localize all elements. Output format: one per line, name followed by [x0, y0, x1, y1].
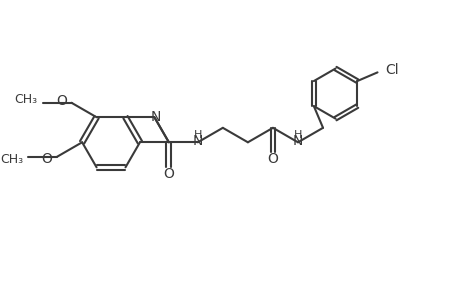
Text: O: O: [41, 152, 52, 166]
Text: N: N: [150, 110, 160, 124]
Text: H: H: [193, 130, 202, 140]
Text: Cl: Cl: [384, 64, 398, 77]
Text: CH₃: CH₃: [15, 93, 38, 106]
Text: N: N: [292, 134, 302, 148]
Text: O: O: [163, 167, 174, 181]
Text: N: N: [192, 134, 202, 148]
Text: O: O: [56, 94, 67, 108]
Text: O: O: [267, 152, 278, 166]
Text: H: H: [293, 130, 302, 140]
Text: CH₃: CH₃: [0, 153, 23, 166]
